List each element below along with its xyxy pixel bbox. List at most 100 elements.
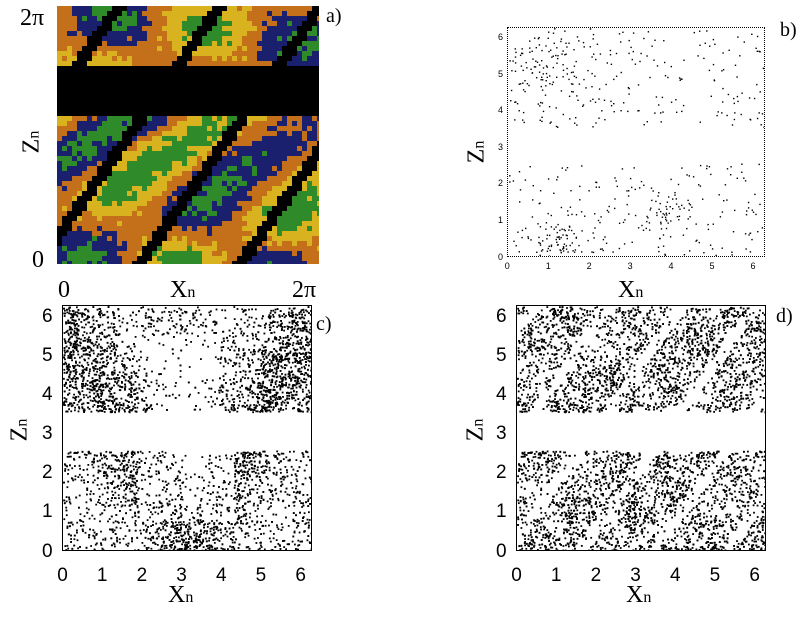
scatter-point <box>527 237 530 240</box>
colormap-cell <box>312 191 317 196</box>
scatter-point <box>232 339 235 342</box>
colormap-cell <box>177 111 182 116</box>
colormap-cell <box>307 131 312 136</box>
colormap-cell <box>222 156 227 161</box>
colormap-cell <box>87 186 92 191</box>
scatter-point <box>627 87 630 89</box>
colormap-cell <box>157 116 162 121</box>
colormap-cell <box>112 31 117 36</box>
colormap-cell <box>147 196 152 201</box>
colormap-cell <box>107 146 112 151</box>
colormap-cell <box>312 211 317 216</box>
colormap-cell <box>227 121 232 126</box>
colormap-cell <box>217 46 222 51</box>
colormap-cell <box>257 31 262 36</box>
colormap-cell <box>317 6 319 11</box>
scatter-point <box>589 46 591 48</box>
colormap-cell <box>287 21 292 26</box>
colormap-cell <box>227 41 232 46</box>
scatter-point <box>539 226 542 228</box>
colormap-cell <box>62 256 67 261</box>
colormap-cell <box>297 166 302 171</box>
colormap-cell <box>282 46 287 51</box>
colormap-cell <box>132 206 137 211</box>
colormap-cell <box>77 166 82 171</box>
colormap-cell <box>147 231 152 236</box>
colormap-cell <box>157 36 162 41</box>
colormap-cell <box>277 31 282 36</box>
colormap-cell <box>257 186 262 191</box>
colormap-cell <box>282 101 287 106</box>
scatter-point <box>664 75 667 77</box>
scatter-point <box>631 186 633 189</box>
colormap-cell <box>177 201 182 206</box>
panel-b-xtick-0: 0 <box>504 261 510 271</box>
colormap-cell <box>252 256 257 261</box>
colormap-cell <box>82 236 87 241</box>
scatter-point <box>717 111 719 113</box>
colormap-cell <box>92 41 97 46</box>
scatter-point <box>675 198 677 200</box>
colormap-cell <box>132 201 137 206</box>
scatter-point <box>550 121 552 123</box>
colormap-cell <box>107 181 112 186</box>
scatter-point <box>569 244 571 247</box>
colormap-cell <box>57 221 62 226</box>
colormap-cell <box>57 166 62 171</box>
scatter-point <box>555 125 558 128</box>
scatter-point <box>255 452 257 455</box>
colormap-cell <box>262 221 267 226</box>
colormap-cell <box>212 146 217 151</box>
colormap-cell <box>207 46 212 51</box>
colormap-cell <box>172 261 177 264</box>
colormap-cell <box>157 106 162 111</box>
scatter-point <box>232 405 235 408</box>
scatter-point <box>532 185 534 187</box>
scatter-point <box>576 95 578 97</box>
colormap-cell <box>272 176 277 181</box>
colormap-cell <box>92 201 97 206</box>
colormap-cell <box>82 46 87 51</box>
scatter-point <box>721 70 723 72</box>
colormap-cell <box>92 61 97 66</box>
colormap-cell <box>107 121 112 126</box>
colormap-cell <box>102 186 107 191</box>
colormap-cell <box>187 16 192 21</box>
colormap-cell <box>247 146 252 151</box>
colormap-cell <box>87 216 92 221</box>
colormap-cell <box>262 256 267 261</box>
colormap-cell <box>67 36 72 41</box>
scatter-point <box>708 69 711 72</box>
scatter-point <box>592 251 595 254</box>
colormap-cell <box>247 181 252 186</box>
scatter-point <box>749 119 752 121</box>
colormap-cell <box>232 76 237 81</box>
scatter-point <box>261 372 263 375</box>
colormap-cell <box>77 116 82 121</box>
colormap-cell <box>67 181 72 186</box>
colormap-cell <box>182 231 187 236</box>
colormap-cell <box>317 71 319 76</box>
colormap-cell <box>167 216 172 221</box>
scatter-point <box>526 67 528 69</box>
scatter-point <box>309 328 311 331</box>
colormap-cell <box>217 96 222 101</box>
colormap-cell <box>202 156 207 161</box>
scatter-point <box>541 49 543 52</box>
colormap-cell <box>167 31 172 36</box>
colormap-cell <box>82 151 87 156</box>
colormap-cell <box>147 11 152 16</box>
colormap-cell <box>92 151 97 156</box>
colormap-cell <box>262 106 267 111</box>
colormap-cell <box>82 116 87 121</box>
colormap-cell <box>132 221 137 226</box>
scatter-point <box>597 219 600 222</box>
colormap-cell <box>157 191 162 196</box>
colormap-cell <box>107 176 112 181</box>
colormap-cell <box>102 181 107 186</box>
colormap-cell <box>147 86 152 91</box>
colormap-cell <box>142 86 147 91</box>
scatter-point <box>237 500 240 502</box>
colormap-cell <box>232 116 237 121</box>
colormap-cell <box>62 211 67 216</box>
